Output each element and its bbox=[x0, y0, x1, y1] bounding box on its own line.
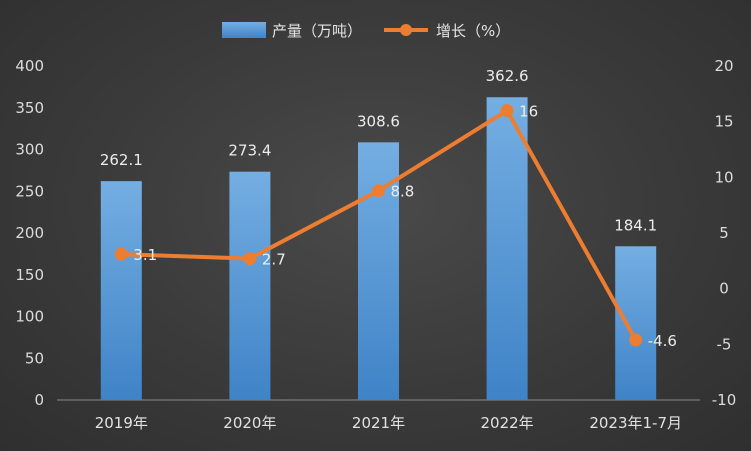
line-point bbox=[114, 247, 128, 261]
bar-value-label: 273.4 bbox=[228, 142, 271, 160]
legend: 产量（万吨） 增长（%） bbox=[222, 22, 510, 40]
left-tick-label: 0 bbox=[34, 391, 44, 409]
right-tick-label: 10 bbox=[714, 168, 733, 186]
line-point bbox=[629, 333, 643, 347]
left-tick-label: 50 bbox=[25, 349, 44, 367]
left-tick-label: 250 bbox=[15, 182, 44, 200]
x-tick-label: 2023年1-7月 bbox=[589, 414, 682, 432]
left-tick-label: 400 bbox=[15, 57, 44, 75]
line-value-label: -4.6 bbox=[648, 332, 677, 350]
bar-value-label: 184.1 bbox=[614, 216, 657, 234]
x-tick-label: 2022年 bbox=[481, 414, 534, 432]
x-tick-label: 2020年 bbox=[223, 414, 276, 432]
right-axis: -10 -5 0 5 10 15 20 bbox=[712, 57, 737, 409]
left-tick-label: 150 bbox=[15, 266, 44, 284]
legend-line-label: 增长（%） bbox=[436, 22, 510, 40]
line-series: 3.1 2.7 8.8 16 -4.6 bbox=[114, 103, 677, 350]
right-tick-label: 5 bbox=[719, 224, 729, 242]
line-point bbox=[500, 104, 514, 118]
bar bbox=[615, 246, 657, 400]
left-tick-label: 200 bbox=[15, 224, 44, 242]
bar bbox=[229, 171, 271, 400]
bar-value-label: 262.1 bbox=[100, 151, 143, 169]
line-value-label: 8.8 bbox=[391, 183, 415, 201]
right-tick-label: 15 bbox=[714, 113, 733, 131]
legend-line-marker bbox=[400, 24, 412, 36]
bar-value-label: 362.6 bbox=[486, 67, 529, 85]
line-value-label: 3.1 bbox=[133, 246, 157, 264]
legend-bar-label: 产量（万吨） bbox=[272, 22, 362, 40]
line-value-label: 2.7 bbox=[262, 251, 286, 269]
line-point bbox=[372, 184, 385, 198]
bar-series: 262.1 273.4 308.6 362.6 184.1 bbox=[100, 67, 657, 400]
x-axis: 2019年 2020年 2021年 2022年 2023年1-7月 bbox=[95, 414, 682, 432]
bar bbox=[486, 97, 528, 400]
x-tick-label: 2021年 bbox=[352, 414, 405, 432]
legend-bar-swatch bbox=[222, 22, 266, 38]
left-tick-label: 100 bbox=[15, 308, 44, 326]
left-tick-label: 300 bbox=[15, 141, 44, 159]
x-tick-label: 2019年 bbox=[95, 414, 148, 432]
right-tick-label: -5 bbox=[717, 335, 732, 353]
left-tick-label: 350 bbox=[15, 99, 44, 117]
right-tick-label: -10 bbox=[712, 391, 737, 409]
line-point bbox=[243, 252, 257, 266]
bar bbox=[100, 181, 142, 400]
right-tick-label: 20 bbox=[714, 57, 733, 75]
left-axis: 0 50 100 150 200 250 300 350 400 bbox=[15, 57, 44, 409]
bar-value-label: 308.6 bbox=[357, 112, 400, 130]
line-value-label: 16 bbox=[519, 103, 538, 121]
right-tick-label: 0 bbox=[719, 280, 729, 298]
